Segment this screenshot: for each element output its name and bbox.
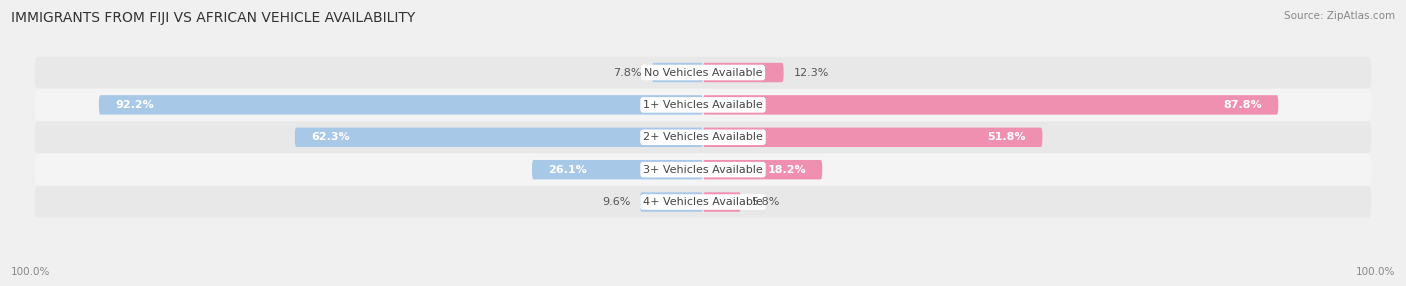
Text: 51.8%: 51.8% (987, 132, 1026, 142)
Text: 87.8%: 87.8% (1223, 100, 1263, 110)
Text: 1+ Vehicles Available: 1+ Vehicles Available (643, 100, 763, 110)
FancyBboxPatch shape (703, 160, 823, 179)
Text: 4+ Vehicles Available: 4+ Vehicles Available (643, 197, 763, 207)
Text: 3+ Vehicles Available: 3+ Vehicles Available (643, 165, 763, 175)
FancyBboxPatch shape (35, 57, 1371, 88)
Text: IMMIGRANTS FROM FIJI VS AFRICAN VEHICLE AVAILABILITY: IMMIGRANTS FROM FIJI VS AFRICAN VEHICLE … (11, 11, 416, 25)
Text: 2+ Vehicles Available: 2+ Vehicles Available (643, 132, 763, 142)
Text: Source: ZipAtlas.com: Source: ZipAtlas.com (1284, 11, 1395, 21)
FancyBboxPatch shape (35, 154, 1371, 185)
Text: 7.8%: 7.8% (613, 67, 643, 78)
FancyBboxPatch shape (531, 160, 703, 179)
FancyBboxPatch shape (35, 122, 1371, 153)
Text: 92.2%: 92.2% (115, 100, 155, 110)
FancyBboxPatch shape (35, 186, 1371, 218)
Text: 100.0%: 100.0% (11, 267, 51, 277)
Text: No Vehicles Available: No Vehicles Available (644, 67, 762, 78)
FancyBboxPatch shape (703, 95, 1278, 115)
FancyBboxPatch shape (703, 192, 741, 212)
FancyBboxPatch shape (652, 63, 703, 82)
Text: 26.1%: 26.1% (548, 165, 588, 175)
FancyBboxPatch shape (703, 63, 783, 82)
FancyBboxPatch shape (640, 192, 703, 212)
FancyBboxPatch shape (295, 128, 703, 147)
FancyBboxPatch shape (98, 95, 703, 115)
Text: 5.8%: 5.8% (751, 197, 779, 207)
Text: 12.3%: 12.3% (793, 67, 828, 78)
FancyBboxPatch shape (35, 89, 1371, 121)
Text: 62.3%: 62.3% (311, 132, 350, 142)
Text: 100.0%: 100.0% (1355, 267, 1395, 277)
Text: 18.2%: 18.2% (768, 165, 806, 175)
FancyBboxPatch shape (703, 128, 1042, 147)
Text: 9.6%: 9.6% (602, 197, 630, 207)
